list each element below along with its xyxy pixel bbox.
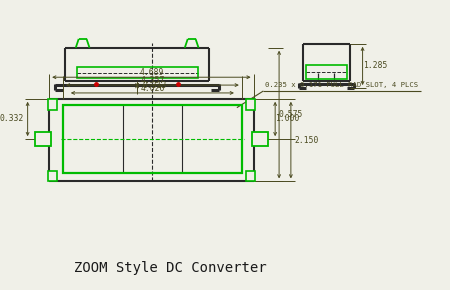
Text: 4.689: 4.689: [139, 68, 164, 77]
Text: 0.575: 0.575: [279, 110, 303, 119]
Text: 4.026: 4.026: [140, 84, 165, 93]
Text: 0.313: 0.313: [143, 81, 167, 90]
Bar: [63, 105, 242, 173]
Text: 1.285: 1.285: [363, 61, 387, 70]
Bar: [252, 132, 268, 146]
Bar: [246, 99, 255, 110]
Bar: [48, 171, 57, 181]
Text: 0.332: 0.332: [0, 115, 24, 124]
Text: ZOOM Style DC Converter: ZOOM Style DC Converter: [74, 261, 266, 275]
Bar: [77, 67, 198, 78]
Bar: [306, 65, 347, 79]
Bar: [48, 99, 57, 110]
Bar: [246, 171, 255, 181]
Text: 4.357: 4.357: [140, 76, 165, 85]
Text: 0.235 x 0.171 FULL RAD SLOT, 4 PLCS: 0.235 x 0.171 FULL RAD SLOT, 4 PLCS: [266, 82, 418, 88]
Text: 1.000: 1.000: [275, 115, 299, 124]
Bar: [35, 132, 51, 146]
Text: 2.150: 2.150: [294, 136, 319, 145]
